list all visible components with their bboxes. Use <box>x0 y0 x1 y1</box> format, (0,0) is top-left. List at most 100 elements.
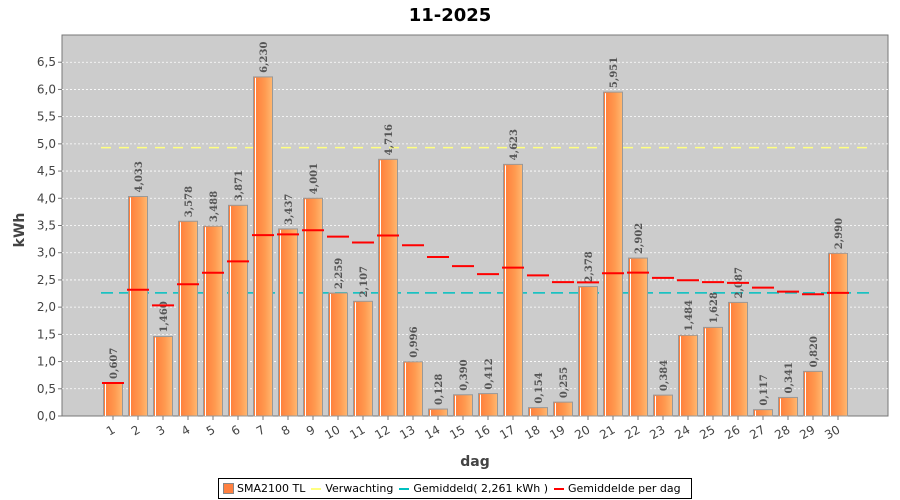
legend-swatch-line <box>554 487 565 490</box>
data-label: 0,255 <box>559 367 570 398</box>
bar <box>278 228 298 417</box>
data-label: 4,623 <box>509 129 520 160</box>
data-label: 0,996 <box>409 326 420 357</box>
x-tick-label: 3 <box>154 422 168 438</box>
bar <box>703 326 723 417</box>
data-label: 0,820 <box>809 336 820 367</box>
x-tick-label: 8 <box>279 422 293 438</box>
data-label: 0,607 <box>109 348 120 379</box>
data-label: 2,259 <box>334 258 345 289</box>
x-tick-label: 5 <box>204 422 218 438</box>
bar <box>103 382 123 417</box>
y-tick-label: 3,0 <box>37 246 56 260</box>
x-tick-label: 9 <box>304 422 318 438</box>
x-tick-label: 28 <box>772 422 792 442</box>
bar <box>378 158 398 417</box>
y-tick-label: 0,0 <box>37 409 56 423</box>
y-tick-label: 0,5 <box>37 382 56 396</box>
bar <box>228 204 248 417</box>
bar <box>528 407 548 417</box>
bar <box>478 393 498 417</box>
data-label: 4,001 <box>309 163 320 194</box>
y-tick-label: 3,5 <box>37 219 56 233</box>
bar <box>503 163 523 417</box>
legend-item-gemiddeld: Gemiddeld( 2,261 kWh ) <box>399 482 548 495</box>
bar <box>328 292 348 417</box>
x-tick-label: 7 <box>254 422 268 438</box>
data-label: 2,378 <box>584 251 595 282</box>
bar <box>628 257 648 417</box>
bar <box>603 91 623 417</box>
chart-title: 11-2025 <box>409 5 492 26</box>
data-label: 3,578 <box>184 186 195 217</box>
data-label: 3,437 <box>284 194 295 225</box>
y-axis-label: kWh <box>12 213 28 248</box>
bar <box>653 394 673 417</box>
x-tick-label: 13 <box>397 422 417 442</box>
x-tick-label: 30 <box>822 422 842 442</box>
data-label: 3,871 <box>234 170 245 201</box>
x-tick-label: 21 <box>597 422 617 442</box>
x-tick-label: 1 <box>104 422 118 438</box>
legend: SMA2100 TL Verwachting Gemiddeld( 2,261 … <box>218 478 692 499</box>
data-label: 0,117 <box>759 374 770 405</box>
y-tick-label: 5,5 <box>37 110 56 124</box>
bar <box>453 394 473 417</box>
data-label: 3,488 <box>209 191 220 222</box>
x-tick-label: 23 <box>647 422 667 442</box>
bar <box>128 195 148 417</box>
legend-label: SMA2100 TL <box>237 482 306 495</box>
x-tick-label: 11 <box>347 422 367 442</box>
data-label: 2,107 <box>359 266 370 297</box>
x-tick-label: 15 <box>447 422 467 442</box>
x-axis-label: dag <box>460 454 490 470</box>
y-tick-label: 4,0 <box>37 191 56 205</box>
bar <box>728 301 748 417</box>
y-tick-label: 2,5 <box>37 273 56 287</box>
bar <box>828 252 848 417</box>
data-label: 2,902 <box>634 223 645 254</box>
bar <box>578 286 598 417</box>
y-tick-label: 4,5 <box>37 164 56 178</box>
legend-label: Verwachting <box>325 482 394 495</box>
x-tick-label: 20 <box>572 422 592 442</box>
data-label: 0,128 <box>434 374 445 405</box>
x-tick-label: 18 <box>522 422 542 442</box>
data-label: 6,230 <box>259 42 270 73</box>
x-tick-label: 25 <box>697 422 717 442</box>
legend-item-sma2100: SMA2100 TL <box>223 482 305 495</box>
data-label: 0,384 <box>659 360 670 391</box>
x-tick-label: 27 <box>747 422 767 442</box>
legend-swatch-line <box>311 487 322 490</box>
bar <box>678 334 698 417</box>
data-label: 2,990 <box>834 218 845 249</box>
bar <box>803 370 823 417</box>
y-tick-label: 6,5 <box>37 55 56 69</box>
x-tick-label: 29 <box>797 422 817 442</box>
bar <box>178 220 198 417</box>
x-tick-label: 24 <box>672 422 692 442</box>
x-tick-label: 10 <box>322 422 342 442</box>
x-tick-label: 19 <box>547 422 567 442</box>
data-label: 5,951 <box>609 57 620 88</box>
bar <box>428 408 448 417</box>
data-label: 0,390 <box>459 359 470 390</box>
bar <box>753 409 773 417</box>
legend-item-verwachting: Verwachting <box>311 482 393 495</box>
bar <box>253 76 273 417</box>
x-tick-label: 16 <box>472 422 492 442</box>
x-tick-label: 14 <box>422 422 442 442</box>
x-tick-label: 6 <box>229 422 243 438</box>
bar <box>203 225 223 417</box>
x-tick-label: 26 <box>722 422 742 442</box>
x-tick-label: 22 <box>622 422 642 442</box>
y-tick-label: 1,5 <box>37 327 56 341</box>
bar <box>153 336 173 417</box>
data-label: 1,628 <box>709 292 720 323</box>
x-tick-label: 17 <box>497 422 517 442</box>
bar <box>553 401 573 417</box>
x-tick-label: 12 <box>372 422 392 442</box>
data-label: 1,484 <box>684 300 695 331</box>
y-tick-label: 2,0 <box>37 300 56 314</box>
